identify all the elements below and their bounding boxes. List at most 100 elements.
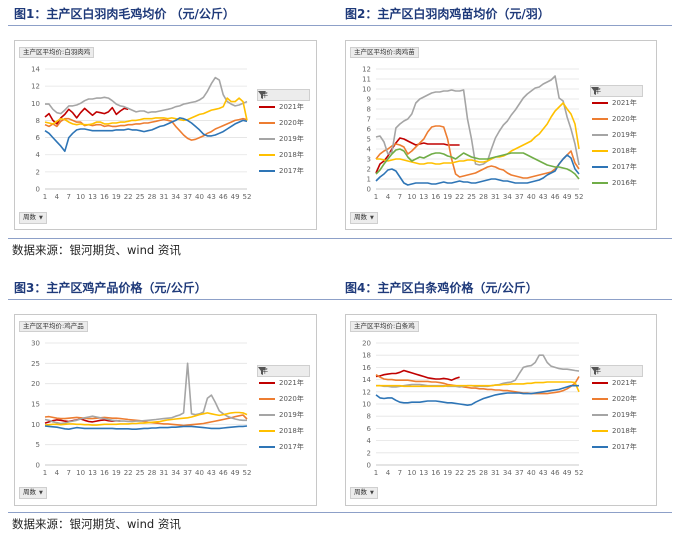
x-tick-label: 22	[124, 469, 133, 477]
x-tick-label: 4	[55, 193, 60, 201]
x-tick-label: 46	[219, 193, 228, 201]
series-line-2019年	[44, 362, 247, 425]
dropdown-arrow-icon: ▼	[39, 490, 43, 496]
series-line-2019年	[45, 76, 248, 115]
y-tick-label: 0	[36, 186, 40, 194]
figure-2-title: 图2：主产区白羽肉鸡苗均价（元/羽）	[345, 7, 550, 21]
legend-item: 2018年	[259, 427, 304, 435]
legend-item: 2019年	[592, 411, 637, 419]
x-tick-label: 31	[491, 469, 500, 477]
legend-year-filter[interactable]: 年	[590, 365, 643, 377]
legend-label: 2021年	[612, 99, 637, 107]
legend-label: 2020年	[612, 115, 637, 123]
x-tick-label: 46	[551, 469, 560, 477]
x-tick-label: 1	[374, 469, 378, 477]
legend-year-filter[interactable]: 年	[257, 365, 310, 377]
x-tick-label: 34	[503, 193, 512, 201]
x-tick-label: 19	[112, 193, 121, 201]
y-tick-label: 5	[367, 136, 371, 144]
y-tick-label: 0	[367, 186, 371, 194]
series-line-2020年	[375, 374, 580, 395]
x-tick-label: 1	[43, 193, 47, 201]
x-tick-label: 31	[159, 469, 168, 477]
y-tick-label: 4	[36, 151, 41, 159]
legend-swatch	[592, 118, 608, 120]
x-tick-label: 40	[195, 469, 204, 477]
legend-swatch	[592, 398, 608, 400]
legend-swatch	[259, 122, 275, 124]
legend-item: 2018年	[592, 147, 637, 155]
legend-label: 2017年	[279, 167, 304, 175]
x-tick-label: 43	[539, 469, 548, 477]
y-tick-label: 5	[36, 441, 40, 449]
legend-year-filter[interactable]: 年	[590, 85, 643, 97]
legend-swatch	[592, 414, 608, 416]
title-divider	[8, 299, 672, 300]
chart-panel-3: 0 5 10 15 20 25 30 1 4 7 10 13 16 19 22 25 28 31 34 37 40 43 4…	[14, 314, 317, 506]
legend-label: 2019年	[279, 411, 304, 419]
y-tick-label: 14	[31, 66, 40, 74]
legend-label: 2021年	[279, 379, 304, 387]
x-tick-label: 13	[88, 469, 97, 477]
funnel-shape	[258, 91, 266, 99]
x-tick-label: 10	[76, 469, 85, 477]
chart-panel-1: 0 2 4 6 8 10 12 14 1 4 7 10 13 16 19 22 25 28 31 34 37 40 43 46…	[14, 40, 317, 230]
legend-label: 2017年	[612, 443, 637, 451]
x-tick-label: 7	[398, 469, 402, 477]
x-tick-label: 52	[243, 193, 252, 201]
figure-1-title: 图1：主产区白羽肉毛鸡均价 （元/公斤）	[14, 7, 235, 21]
legend-swatch	[259, 138, 275, 140]
y-tick-label: 6	[36, 134, 41, 142]
y-tick-label: 10	[31, 100, 40, 108]
week-filter-button[interactable]: 周数 ▼	[19, 212, 47, 224]
x-tick-label: 16	[431, 469, 440, 477]
y-tick-label: 16	[362, 364, 371, 372]
y-tick-label: 4	[367, 437, 372, 445]
legend-label: 2018年	[612, 147, 637, 155]
x-tick-label: 34	[171, 469, 180, 477]
legend-label: 2020年	[279, 119, 304, 127]
x-tick-label: 25	[136, 193, 145, 201]
y-tick-label: 6	[367, 126, 372, 134]
legend-year-filter[interactable]: 年	[257, 89, 310, 101]
x-tick-label: 25	[467, 469, 476, 477]
x-tick-label: 49	[231, 193, 240, 201]
week-filter-label: 周数	[354, 213, 367, 221]
y-tick-label: 30	[31, 340, 40, 348]
x-tick-label: 7	[398, 193, 402, 201]
source-divider	[8, 238, 672, 239]
week-filter-button[interactable]: 周数 ▼	[350, 212, 378, 224]
y-tick-label: 10	[31, 421, 40, 429]
legend-label: 2018年	[612, 427, 637, 435]
series-line-2017年	[375, 384, 579, 406]
series-line-2018年	[44, 411, 248, 426]
x-tick-label: 28	[147, 193, 156, 201]
series-line-2016年	[375, 148, 580, 180]
y-tick-label: 7	[367, 116, 371, 124]
week-filter-button[interactable]: 周数 ▼	[350, 487, 378, 499]
legend-item: 2017年	[592, 163, 637, 171]
legend-label: 2021年	[612, 379, 637, 387]
y-tick-label: 8	[36, 117, 40, 125]
x-tick-label: 49	[231, 469, 240, 477]
y-tick-label: 25	[31, 360, 40, 368]
figure-4-title: 图4：主产区白条鸡价格（元/公斤）	[345, 281, 538, 295]
data-source-note: 数据来源：银河期货、wind 资讯	[12, 243, 181, 257]
x-tick-label: 40	[527, 193, 536, 201]
week-filter-label: 周数	[23, 488, 36, 496]
title-divider	[8, 25, 672, 26]
x-tick-label: 40	[527, 469, 536, 477]
y-tick-label: 8	[367, 106, 371, 114]
dropdown-arrow-icon: ▼	[370, 215, 374, 221]
week-filter-button[interactable]: 周数 ▼	[19, 487, 47, 499]
x-tick-label: 43	[207, 193, 216, 201]
legend-item: 2021年	[592, 99, 637, 107]
series-line-2021年	[375, 369, 460, 381]
y-tick-label: 2	[367, 449, 371, 457]
legend-item: 2016年	[592, 179, 637, 187]
x-tick-label: 10	[407, 469, 416, 477]
y-tick-label: 15	[31, 401, 40, 409]
x-tick-label: 16	[431, 193, 440, 201]
